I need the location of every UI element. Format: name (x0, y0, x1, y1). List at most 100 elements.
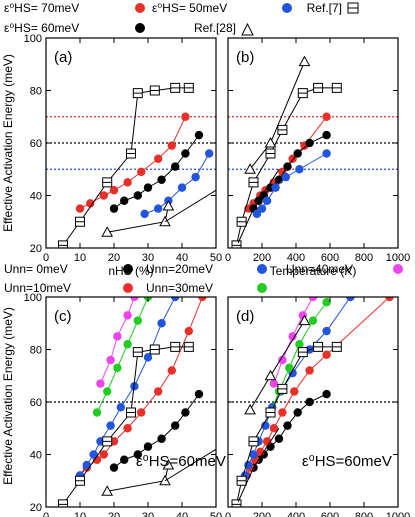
panel-d-series-1-point-5 (269, 424, 279, 433)
panel-c-series-0-point-1 (120, 455, 129, 464)
panel-a-series-0-point-7 (167, 141, 176, 150)
panel-b-xtick-label-1: 200 (253, 252, 271, 264)
panel-c-xtick-label-2: 20 (108, 511, 120, 517)
panel-d-xtick-label-5: 1000 (386, 511, 410, 517)
panel-c-series-1-point-5 (123, 424, 132, 433)
panel-c-series-4-point-0 (96, 379, 105, 388)
panel-a-series-1-point-3 (143, 183, 153, 192)
panel-d-plot-area (231, 297, 394, 507)
panel-c-series-5-point-6 (170, 341, 181, 352)
panel-d-series-1-point-7 (290, 387, 299, 396)
panel-c-series-2-point-8 (157, 319, 166, 328)
panel-c-xtick-label-5: 50 (210, 511, 222, 517)
panel-c-series-5-point-0 (58, 499, 68, 507)
panel-d-series-4-point-1 (278, 355, 287, 365)
panel-a-ytick-label-2: 60 (30, 138, 42, 150)
panel-a-series-3-point-5 (149, 85, 160, 96)
panel-b-xtick-label-3: 600 (321, 252, 339, 264)
panel-b-series-4-point-2 (298, 55, 311, 67)
panel-c-series-2-point-7 (143, 353, 153, 362)
panel-b-series-2-point-1 (257, 204, 267, 213)
panel-a-series-2-point-5 (205, 149, 214, 158)
panel-a-xlabel: nHS (%) (108, 264, 153, 278)
panel-a-ytick-label-3: 80 (30, 86, 42, 98)
panel-a-series-3-point-0 (58, 240, 68, 248)
legend-top: ε⁰HS= 70meV ε⁰HS= 50meV ε⁰HS= 60meV Ref.… (4, 1, 359, 36)
legend-u40-label: Unn=40meV (286, 262, 353, 276)
panel-b-series-0-point-8 (322, 112, 331, 121)
panel-d-series-3-point-5 (322, 298, 331, 307)
panel-d-series-1-point-8 (305, 366, 314, 375)
panel-b-series-2-point-6 (322, 149, 331, 158)
panel-d-series-5-point-0 (231, 499, 242, 507)
legend-u30-label: Unn=30meV (146, 281, 213, 295)
panel-d-note: ε⁰HS=60meV (302, 453, 392, 470)
panel-c-series-7-line (164, 448, 216, 482)
panel-c-xtick-label-0: 0 (43, 511, 49, 517)
panel-d-xtick-label-1: 200 (253, 511, 271, 517)
panel-c-ytick-label-4: 100 (24, 292, 42, 304)
panel-d-series-5-point-5 (297, 347, 308, 358)
panel-c-series-5-point-1 (75, 475, 85, 486)
panel-d-label: (d) (236, 308, 254, 325)
panel-d-series-4-point-2 (288, 332, 297, 341)
panel-b-series-2-point-3 (271, 183, 280, 192)
panel-a-series-0-point-5 (137, 167, 146, 177)
panel-d-xtick-label-0: 0 (225, 511, 231, 517)
panel-b-series-3-point-7 (331, 82, 342, 93)
panel-c-ytick-label-1: 40 (30, 450, 42, 462)
panel-a-xtick-label-2: 20 (108, 252, 120, 264)
legend-u0-label: Unn= 0meV (4, 262, 68, 276)
panel-c-xtick-label-1: 10 (74, 511, 86, 517)
panel-a-ytick-label-1: 40 (30, 191, 42, 203)
legend-bottom: Unn= 0meV Unn=20meV Unn=40meV Unn=10meV … (4, 262, 403, 295)
panel-c-label: (c) (54, 308, 72, 325)
panel-b-series-4-point-0 (244, 163, 256, 174)
legend-u10-label: Unn=10meV (4, 281, 71, 295)
legend-ref7-marker (347, 2, 359, 14)
panel-b-xtick-label-0: 0 (225, 252, 231, 264)
panel-d-series-0-point-5 (283, 421, 292, 430)
panel-a-xtick-label-5: 50 (210, 252, 222, 264)
panel-c-series-6-point-0 (101, 485, 114, 496)
panel-a-series-5-line (164, 189, 216, 223)
legend-e70-marker (135, 3, 145, 13)
panel-c-series-0-point-6 (181, 408, 190, 417)
panel-d-xtick-label-2: 400 (287, 511, 305, 517)
panel-d-series-1-point-6 (278, 408, 287, 417)
panel-d-series-0-point-7 (305, 397, 314, 407)
panel-d-xtick-label-4: 800 (355, 511, 373, 517)
panel-b-series-1-point-8 (322, 130, 331, 140)
legend-u20-marker (257, 264, 267, 274)
panel-c-series-0-point-7 (194, 389, 204, 399)
panel-c-series-2-point-9 (171, 297, 180, 302)
y-axis-label-top: Effective Activation Energy (meV) (1, 54, 15, 232)
panel-c-xtick-label-3: 30 (142, 511, 154, 517)
legend-e60-label: ε⁰HS= 60meV (4, 21, 79, 35)
panel-a-series-2-point-0 (140, 209, 149, 219)
panel-b-series-3-point-2 (248, 177, 259, 188)
panel-d-series-6-point-2 (298, 314, 311, 326)
panel-a-series-1-point-4 (157, 175, 166, 184)
panel-a-series-1-point-0 (109, 204, 119, 213)
panel-d-series-4-point-4 (308, 297, 318, 302)
panel-b-series-3-point-0 (231, 240, 242, 248)
panel-d-series-2-point-4 (261, 421, 270, 430)
panel-b-series-2-point-4 (281, 172, 290, 182)
panel-c-series-5-point-5 (149, 344, 160, 355)
panel-c-series-2-point-5 (116, 403, 126, 412)
panel-b-xtick-label-4: 800 (355, 252, 373, 264)
panel-b-series-2-point-5 (295, 165, 304, 174)
panel-b-label: (b) (236, 49, 254, 66)
panel-b-series-1-point-6 (293, 149, 302, 158)
panel-a-series-3-point-3 (126, 148, 136, 159)
panel-c-series-1-point-8 (167, 366, 176, 375)
panel-c-ytick-label-0: 20 (30, 502, 42, 514)
panel-a-series-0-point-2 (99, 191, 109, 200)
panel-b-plot-area (231, 55, 342, 248)
panel-c-series-3-point-2 (113, 363, 122, 373)
panel-d-series-6-point-1 (264, 369, 277, 381)
legend-ref7-label: Ref.[7] (307, 1, 342, 15)
legend-e50-label: ε⁰HS= 50meV (152, 1, 227, 15)
